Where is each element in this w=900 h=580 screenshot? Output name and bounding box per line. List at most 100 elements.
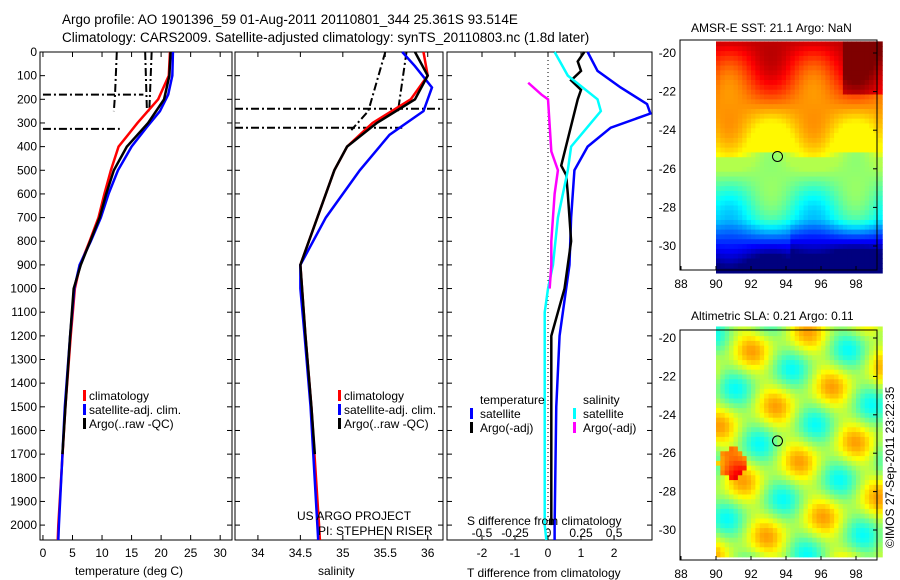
heatmap-cell (816, 398, 822, 404)
heatmap-cell (816, 253, 822, 260)
heatmap-cell (829, 388, 835, 395)
heatmap-cell (860, 446, 866, 452)
heatmap-cell (829, 336, 835, 342)
heatmap-cell (807, 94, 813, 100)
heatmap-cell (790, 470, 796, 476)
heatmap-cell (768, 528, 774, 534)
heatmap-cell (847, 268, 853, 274)
heatmap-cell (751, 234, 756, 240)
heatmap-cell (860, 195, 866, 202)
heatmap-cell (873, 340, 879, 347)
heatmap-cell (790, 547, 796, 553)
heatmap-cell (851, 388, 857, 395)
heatmap-cell (860, 89, 866, 95)
heatmap-cell (772, 210, 778, 216)
heatmap-cell (834, 51, 839, 57)
heatmap-cell (803, 80, 809, 86)
heatmap-cell (834, 393, 839, 400)
heatmap-cell (737, 475, 743, 481)
heatmap-cell (794, 171, 800, 178)
heatmap-cell (742, 436, 748, 443)
heatmap-cell (794, 162, 800, 168)
heatmap-cell (847, 200, 853, 206)
heatmap-cell (799, 258, 804, 264)
heatmap-cell (829, 523, 835, 529)
heatmap-cell (842, 436, 848, 443)
heatmap-cell (777, 118, 783, 124)
heatmap-cell (720, 108, 726, 115)
heatmap-cell (764, 210, 769, 216)
heatmap-cell (803, 460, 809, 467)
heatmap-cell (834, 89, 839, 95)
heatmap-cell (737, 480, 743, 486)
heatmap-cell (716, 224, 721, 231)
heatmap-cell (799, 542, 804, 548)
heatmap-cell (860, 229, 866, 235)
heatmap-cell (812, 412, 818, 419)
heatmap-cell (812, 108, 818, 115)
heatmap-cell (729, 108, 734, 115)
heatmap-cell (873, 190, 879, 197)
heatmap-cell (746, 104, 752, 110)
heatmap-cell (869, 229, 874, 235)
heatmap-cell (851, 142, 857, 149)
heatmap-cell (716, 508, 721, 515)
heatmap-cell (733, 379, 739, 385)
heatmap-cell (877, 137, 883, 144)
heatmap-cell (821, 470, 826, 476)
heatmap-cell (755, 157, 761, 163)
heatmap-cell (772, 542, 778, 548)
heatmap-cell (746, 446, 752, 452)
heatmap-cell (856, 65, 861, 71)
heatmap-cell (790, 408, 796, 414)
heatmap-cell (842, 499, 848, 505)
heatmap-cell (829, 190, 835, 197)
heatmap-cell (716, 398, 721, 404)
heatmap-cell (851, 133, 857, 139)
heatmap-cell (856, 412, 861, 419)
heatmap-cell (751, 166, 756, 173)
heatmap-cell (755, 340, 761, 347)
heatmap-cell (860, 504, 866, 510)
heatmap-cell (812, 80, 818, 86)
depth-tick-label: 200 (17, 92, 37, 106)
heatmap-cell (794, 542, 800, 548)
heatmap-cell (825, 137, 831, 144)
heatmap-cell (851, 239, 857, 245)
legend-swatch (338, 404, 341, 415)
heatmap-cell (759, 181, 765, 187)
heatmap-cell (768, 465, 774, 472)
heatmap-cell (877, 422, 883, 428)
heatmap-cell (851, 552, 857, 558)
heatmap-cell (790, 89, 796, 95)
heatmap-cell (790, 360, 796, 366)
heatmap-cell (816, 460, 822, 467)
heatmap-cell (729, 224, 734, 231)
heatmap-cell (751, 253, 756, 260)
heatmap-cell (799, 123, 804, 129)
heatmap-cell (751, 355, 756, 361)
heatmap-cell (768, 118, 774, 124)
heatmap-cell (864, 248, 870, 255)
heatmap-cell (851, 46, 857, 52)
heatmap-cell (829, 244, 835, 250)
heatmap-cell (825, 384, 831, 390)
heatmap-cell (759, 123, 765, 129)
heatmap-cell (759, 104, 765, 110)
heatmap-cell (737, 128, 743, 134)
heatmap-cell (772, 239, 778, 245)
heatmap-cell (764, 374, 769, 380)
heatmap-cell (877, 244, 883, 250)
heatmap-cell (803, 181, 809, 187)
heatmap-cell (737, 41, 743, 47)
heatmap-cell (772, 537, 778, 544)
heatmap-cell (799, 60, 804, 67)
heatmap-cell (755, 205, 761, 211)
heatmap-cell (829, 403, 835, 409)
heatmap-cell (847, 166, 853, 173)
heatmap-cell (851, 171, 857, 178)
heatmap-cell (746, 152, 752, 158)
heatmap-cell (733, 166, 739, 173)
heatmap-cell (764, 326, 769, 332)
heatmap-cell (733, 65, 739, 71)
